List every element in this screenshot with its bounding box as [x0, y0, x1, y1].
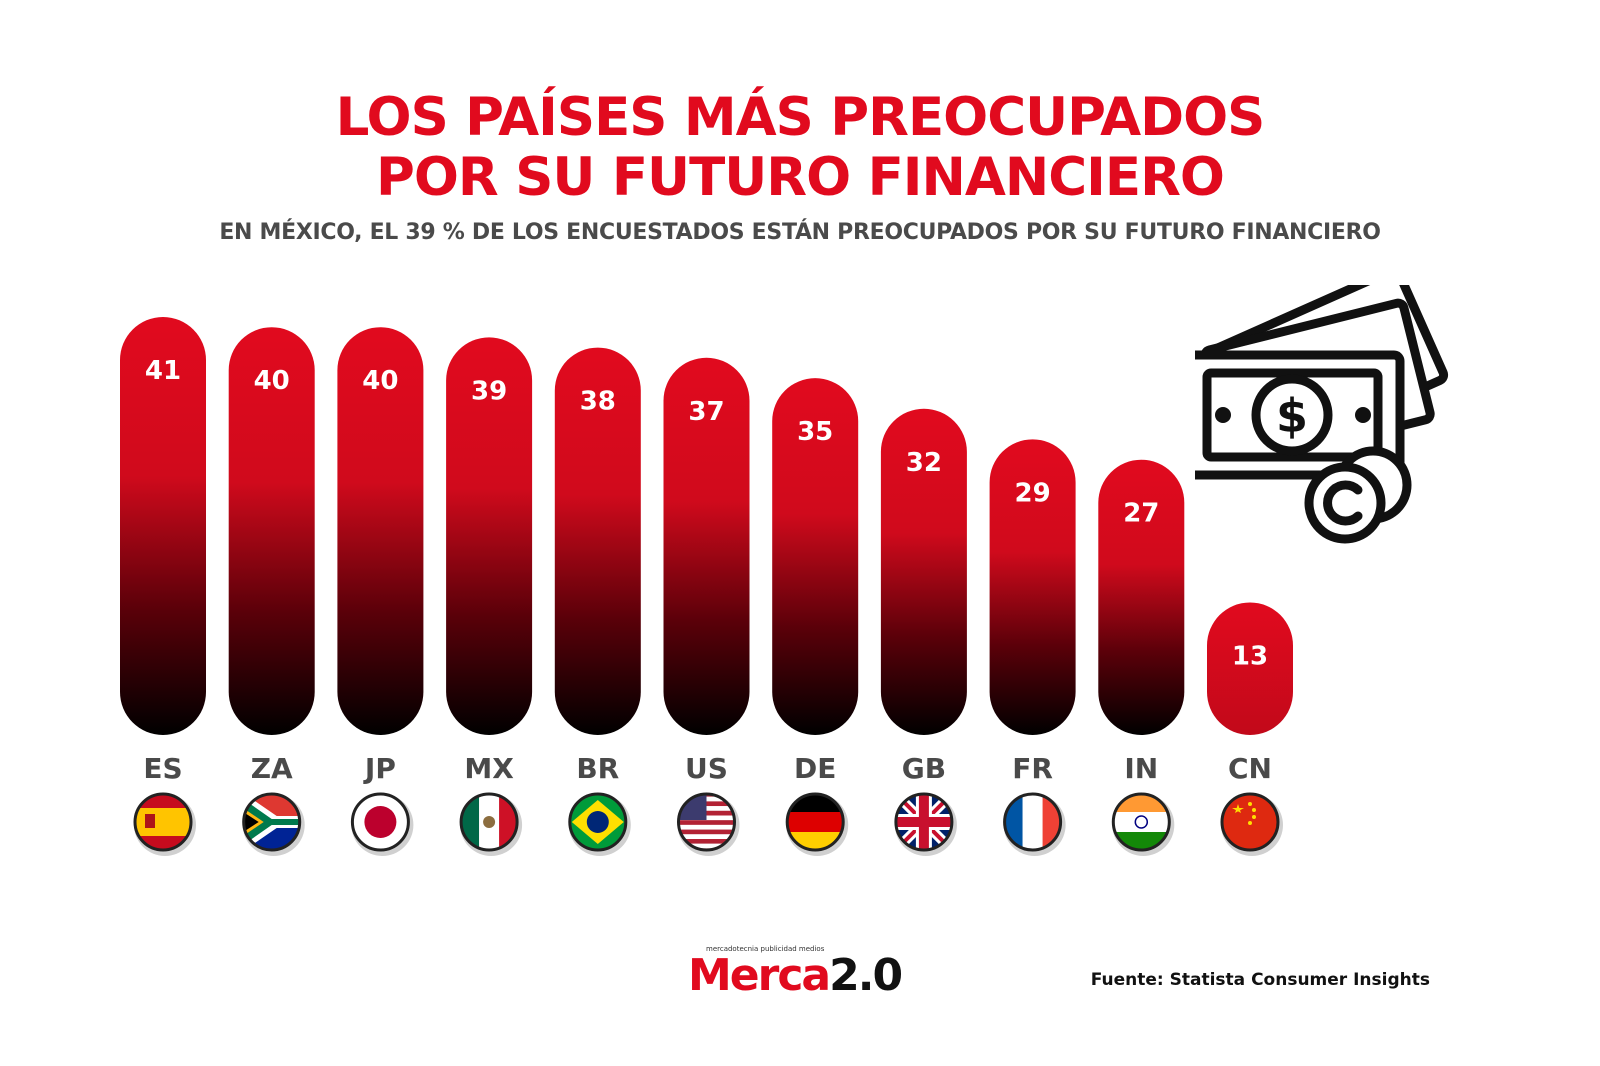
france-flag-icon: [1003, 792, 1066, 856]
bar-value-label: 40: [254, 366, 290, 396]
bar-in: [1098, 459, 1185, 735]
bar-value-label: 37: [688, 397, 724, 427]
country-code-label: ZA: [251, 752, 293, 785]
bar-gb: [880, 408, 967, 735]
bar-value-label: 39: [471, 376, 507, 406]
bar-cn: [1207, 602, 1293, 735]
india-flag-icon: [1111, 792, 1175, 856]
usa-flag-icon: [677, 792, 740, 856]
uk-flag-icon: [894, 792, 957, 856]
bar-jp: [337, 327, 424, 735]
country-code-label: BR: [576, 752, 619, 785]
country-code-label: JP: [363, 752, 396, 785]
bar-us: [663, 357, 750, 735]
bar-value-label: 29: [1015, 478, 1051, 508]
bar-value-label: 40: [362, 366, 398, 396]
country-code-label: CN: [1228, 752, 1272, 785]
bar-value-label: 13: [1232, 641, 1268, 671]
brazil-flag-icon: [568, 792, 631, 856]
country-code-label: IN: [1124, 752, 1158, 785]
bar-za: [228, 327, 315, 735]
merca-logo: mercadotecnia publicidad medios Merca2.0: [688, 945, 928, 1005]
bar-value-label: 38: [580, 387, 616, 417]
bar-br: [554, 347, 641, 735]
money-bills-coins-icon: $: [1195, 285, 1449, 544]
title-line-2: POR SU FUTURO FINANCIERO: [376, 147, 1225, 208]
bar-es: [120, 317, 206, 735]
bar-value-label: 32: [906, 448, 942, 478]
bar-value-label: 41: [145, 356, 181, 386]
country-code-label: FR: [1012, 752, 1053, 785]
country-code-label: ES: [143, 752, 182, 785]
bar-fr: [989, 439, 1076, 735]
bar-value-label: 35: [797, 417, 833, 447]
title-line-1: LOS PAÍSES MÁS PREOCUPADOS: [335, 87, 1266, 148]
logo-wordmark: Merca2.0: [688, 950, 903, 1001]
china-flag-icon: [1220, 792, 1283, 856]
logo-text-red: Merca: [688, 950, 831, 1001]
country-code-label: GB: [902, 752, 946, 785]
country-code-label: MX: [464, 752, 514, 785]
chart-subtitle: EN MÉXICO, EL 39 % DE LOS ENCUESTADOS ES…: [219, 220, 1381, 245]
bar-value-label: 27: [1123, 499, 1159, 529]
spain-flag-icon: [133, 792, 196, 856]
country-code-label: DE: [794, 752, 836, 785]
source-note: Fuente: Statista Consumer Insights: [1090, 970, 1430, 990]
mexico-flag-icon: [459, 792, 523, 856]
country-code-label: US: [685, 752, 728, 785]
germany-flag-icon: [785, 792, 849, 856]
south-africa-flag-icon: [242, 792, 305, 856]
logo-text-dark: 2.0: [829, 950, 903, 1001]
bar-de: [772, 378, 859, 735]
bar-mx: [446, 337, 533, 735]
chart-title: LOS PAÍSES MÁS PREOCUPADOS POR SU FUTURO…: [0, 88, 1600, 208]
logo-tagline: mercadotecnia publicidad medios: [706, 945, 825, 953]
japan-flag-icon: [350, 792, 414, 856]
svg-text:$: $: [1276, 389, 1308, 443]
